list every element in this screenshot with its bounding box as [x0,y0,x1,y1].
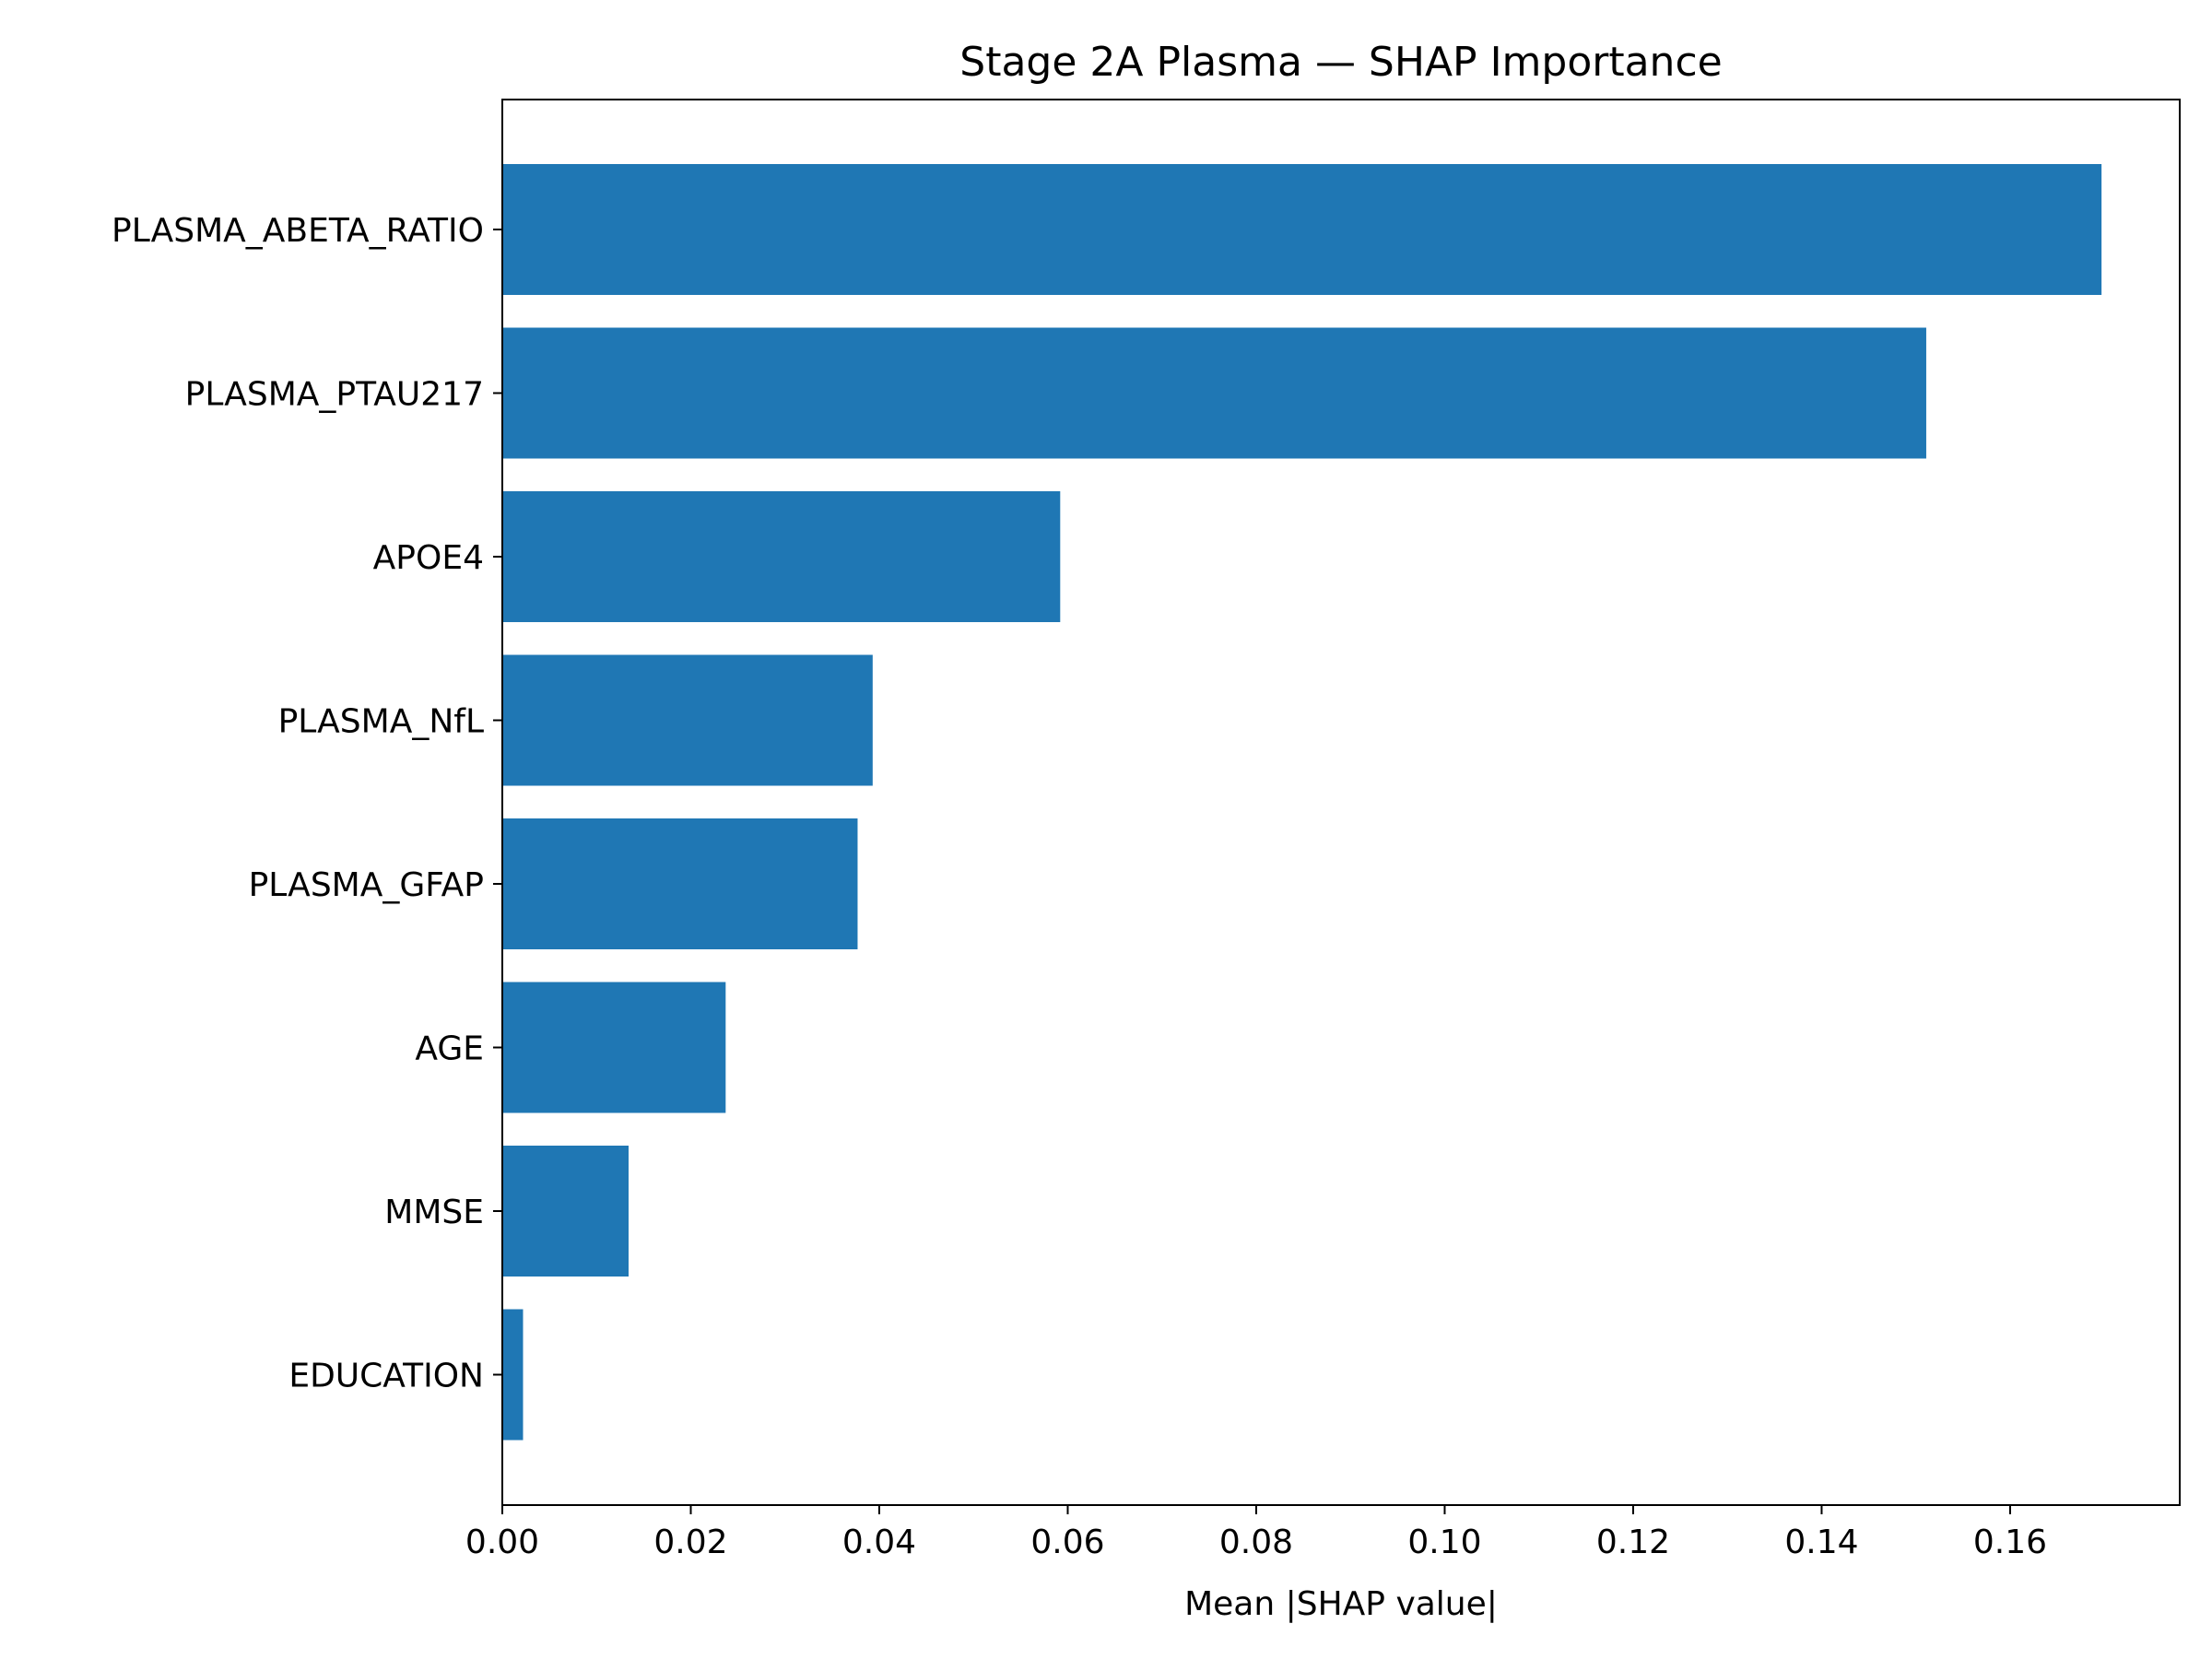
bar-group [502,164,2102,1441]
x-tick-label: 0.06 [1030,1524,1104,1561]
x-tick-label: 0.08 [1219,1524,1293,1561]
bar-age [502,982,726,1113]
y-axis-ticks: PLASMA_ABETA_RATIO PLASMA_PTAU217 APOE4 PLA… [112,212,502,1395]
y-tick-label: EDUCATION [288,1358,484,1395]
y-tick-label: AGE [415,1030,484,1068]
x-tick-label: 0.02 [653,1524,727,1561]
y-tick-label: MMSE [384,1194,484,1231]
y-tick-label: APOE4 [373,539,484,577]
x-axis-ticks: 0.00 0.02 0.04 0.06 0.08 0.10 0.12 0.14 0.16 [465,1505,2047,1561]
bar-plasma-nfl [502,654,873,786]
bar-plasma-gfap [502,818,858,949]
bar-plasma-ptau217 [502,327,1926,459]
bar-plasma-abeta-ratio [502,164,2102,295]
y-tick-label: PLASMA_NfL [278,703,484,741]
y-tick-label: PLASMA_GFAP [249,866,484,904]
chart-title: Stage 2A Plasma — SHAP Importance [959,39,1722,86]
y-tick-label: PLASMA_ABETA_RATIO [112,212,484,250]
x-axis-label: Mean |SHAP value| [1184,1585,1498,1623]
x-tick-label: 0.04 [842,1524,916,1561]
bar-education [502,1309,524,1441]
y-tick-label: PLASMA_PTAU217 [185,376,484,414]
x-tick-label: 0.16 [1973,1524,2047,1561]
bar-apoe4 [502,491,1061,622]
x-tick-label: 0.12 [1596,1524,1670,1561]
x-tick-label: 0.10 [1407,1524,1481,1561]
bar-mmse [502,1146,629,1277]
x-tick-label: 0.00 [465,1524,539,1561]
plot-frame [501,99,2181,1506]
x-tick-label: 0.14 [1784,1524,1858,1561]
